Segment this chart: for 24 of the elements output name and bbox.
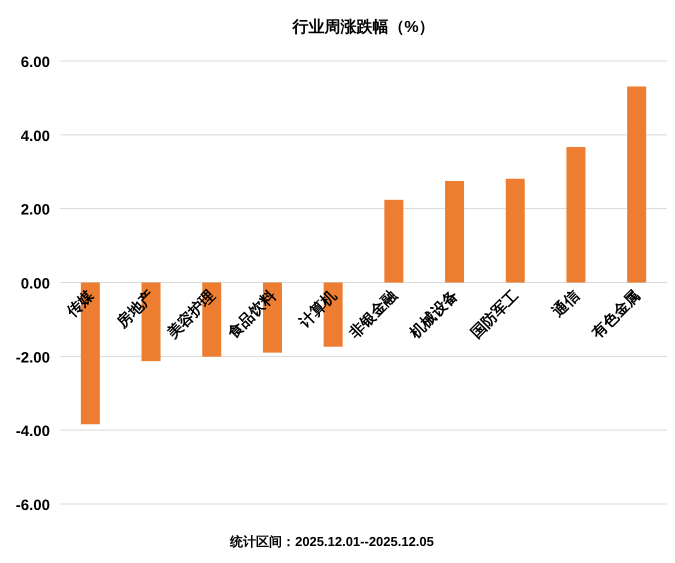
x-tick-label: 计算机: [295, 287, 340, 332]
text: 统计区间：2025.12.01--2025.12.05: [229, 534, 434, 549]
chart-title: 行业周涨跌幅（%）: [291, 18, 435, 36]
y-tick-label: -4.00: [16, 423, 50, 440]
x-tick-label: 食品饮料: [224, 287, 280, 342]
x-tick-label: 传媒: [63, 286, 98, 322]
bar: [445, 180, 464, 282]
y-tick-label: 6.00: [20, 54, 50, 71]
x-tick-label: 通信: [548, 287, 583, 322]
bar: [384, 200, 404, 282]
y-tick-label: 2.00: [20, 202, 50, 219]
y-tick-label: -2.00: [16, 349, 50, 366]
y-tick-label: 0.00: [20, 276, 50, 292]
x-tick-label: 有色金属: [588, 287, 644, 342]
bar: [566, 147, 586, 282]
x-tick-label: 机械设备: [406, 287, 462, 342]
y-tick-label: 4.00: [20, 128, 50, 145]
x-tick-label: 非银金融: [346, 286, 402, 342]
x-tick-label: 美容护理: [162, 286, 219, 342]
x-tick-label: 国防军工: [468, 287, 522, 342]
bar: [506, 178, 525, 282]
bar: [627, 86, 646, 282]
x-tick-label: 房地产: [112, 286, 158, 332]
y-tick-label: -6.00: [16, 497, 50, 514]
